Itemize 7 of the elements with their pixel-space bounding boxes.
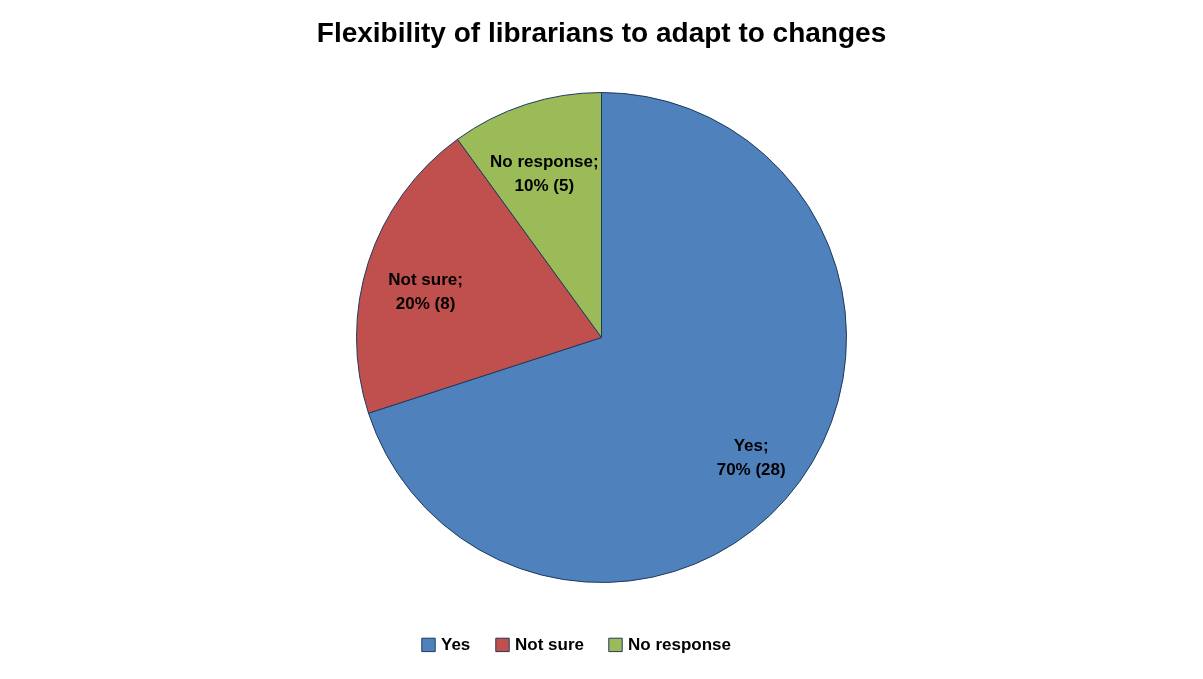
legend-label: No response	[628, 634, 731, 654]
data-label: Yes; 70% (28)	[716, 436, 786, 480]
data-label: Not sure; 20% (8)	[388, 270, 463, 314]
legend-label: Not sure	[515, 634, 584, 654]
data-label: No response; 10% (5)	[490, 151, 599, 195]
chart-title: Flexibility of librarians to adapt to changes	[316, 17, 887, 48]
legend-label: Yes	[441, 634, 471, 654]
